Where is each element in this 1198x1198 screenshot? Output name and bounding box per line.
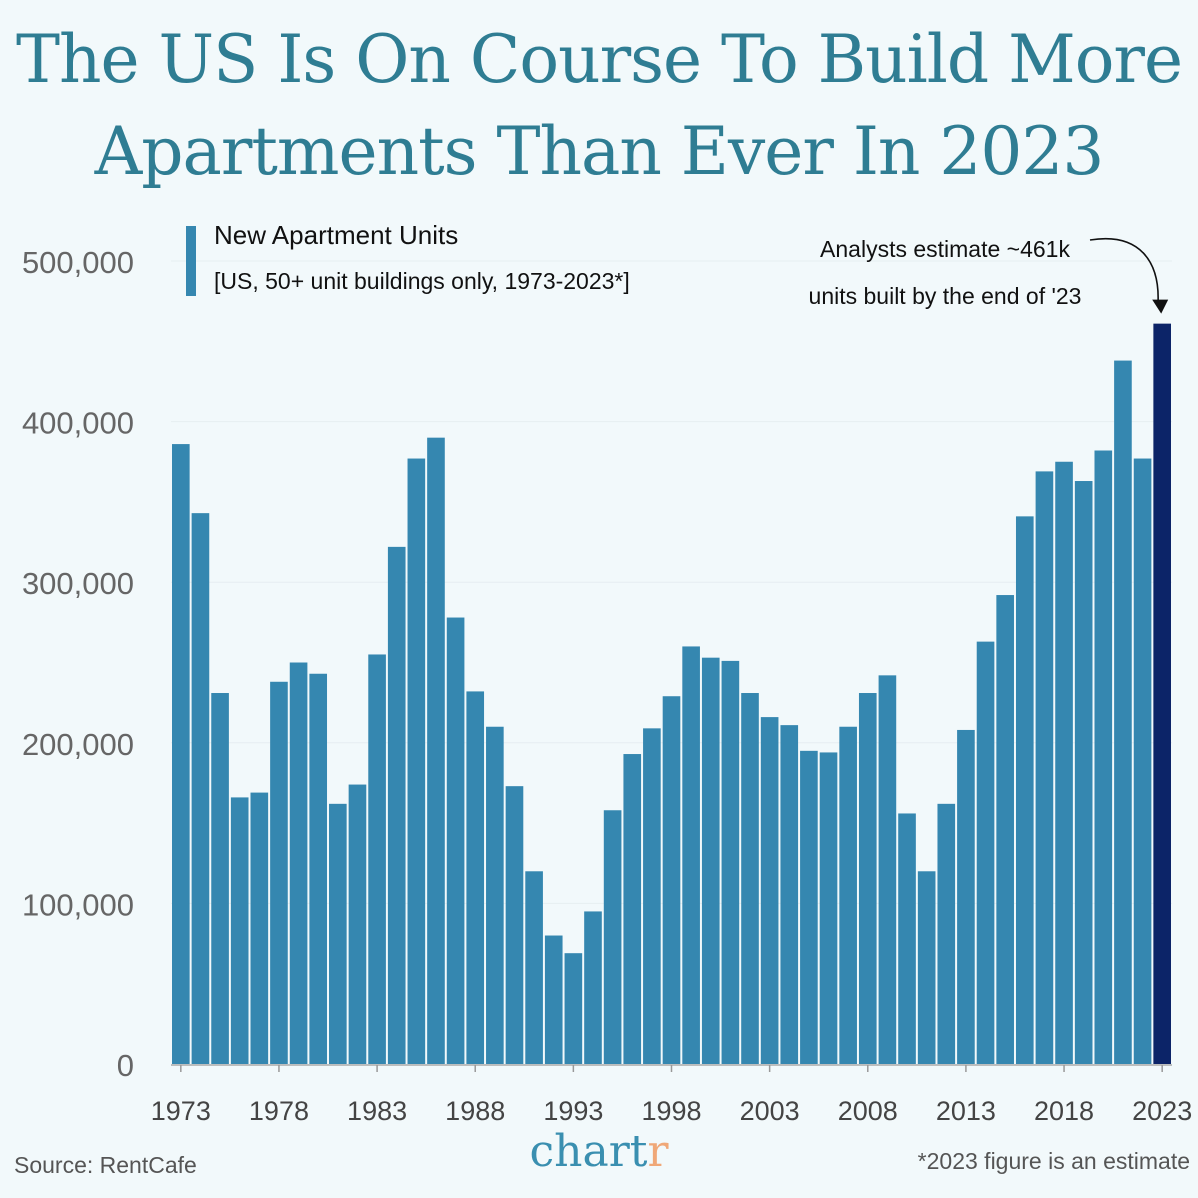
bar-2018 [1055, 461, 1073, 1064]
bar-1977 [250, 792, 269, 1064]
bar-1975 [211, 693, 229, 1064]
bar-1976 [230, 797, 249, 1064]
bars [172, 323, 1171, 1065]
title-line-2: Apartments Than Ever In 2023 [94, 113, 1105, 190]
bar-1992 [544, 935, 563, 1064]
legend-subtitle: [US, 50+ unit buildings only, 1973-2023*… [214, 268, 630, 294]
bar-1978 [270, 681, 288, 1064]
brand-logo: chartr [0, 1126, 1198, 1177]
bar-1993 [564, 953, 583, 1064]
annotation: Analysts estimate ~461k units built by t… [760, 226, 1130, 320]
x-tick-label: 1973 [151, 1096, 211, 1126]
bar-1989 [486, 726, 504, 1064]
bar-2020 [1094, 450, 1113, 1064]
bar-2023 [1153, 323, 1171, 1064]
bar-2021 [1114, 360, 1132, 1064]
bar-1973 [172, 444, 190, 1065]
x-tick-label: 1993 [543, 1096, 603, 1126]
y-tick-label: 300,000 [22, 566, 134, 601]
x-tick-label: 2023 [1132, 1096, 1192, 1126]
bar-1974 [191, 513, 210, 1064]
bar-2003 [760, 717, 779, 1064]
x-tick-label: 2003 [740, 1096, 800, 1126]
bar-1981 [329, 803, 347, 1064]
bar-2006 [819, 752, 838, 1064]
bar-1984 [387, 546, 406, 1064]
y-tick-label: 100,000 [22, 887, 134, 922]
bar-2007 [839, 726, 857, 1064]
bar-2002 [741, 693, 759, 1064]
brand-accent: r [647, 1126, 669, 1177]
bar-1982 [348, 784, 367, 1064]
bar-2019 [1074, 481, 1093, 1065]
bar-1994 [584, 911, 602, 1064]
footnote: *2023 figure is an estimate [917, 1148, 1190, 1174]
bar-1998 [662, 696, 681, 1064]
title-line-1: The US Is On Course To Build More [15, 21, 1183, 98]
bar-1983 [368, 654, 386, 1064]
legend-swatch [186, 226, 196, 296]
bar-1988 [466, 691, 485, 1064]
bar-2004 [780, 725, 799, 1064]
bar-1996 [623, 754, 642, 1064]
x-tick-label: 1978 [249, 1096, 309, 1126]
y-ticks: 0 100,000 200,000 300,000 400,000 500,000 [22, 245, 134, 1083]
annotation-arrowhead [1152, 299, 1169, 314]
bar-2012 [937, 803, 956, 1064]
legend-title: New Apartment Units [214, 220, 459, 250]
bar-2009 [878, 675, 897, 1064]
x-tick-label: 2018 [1034, 1096, 1094, 1126]
bar-2014 [976, 641, 995, 1064]
y-tick-label: 500,000 [22, 245, 134, 280]
bar-2000 [701, 657, 720, 1064]
bar-2011 [917, 871, 936, 1064]
bar-1985 [407, 458, 426, 1065]
bar-1991 [525, 871, 543, 1064]
bar-2017 [1035, 471, 1054, 1064]
bar-2010 [898, 813, 916, 1064]
bar-2015 [996, 595, 1014, 1064]
chart-title: The US Is On Course To Build More Apartm… [0, 14, 1198, 198]
bar-1986 [427, 437, 445, 1064]
bar-1995 [603, 810, 622, 1064]
annotation-line-1: Analysts estimate ~461k [820, 236, 1070, 262]
bar-1997 [643, 728, 661, 1064]
y-tick-label: 400,000 [22, 406, 134, 441]
source-note: Source: RentCafe [14, 1152, 197, 1178]
x-tick-label: 1988 [445, 1096, 505, 1126]
y-tick-label: 200,000 [22, 727, 134, 762]
bar-1980 [309, 673, 328, 1064]
bar-1999 [682, 646, 700, 1064]
y-tick-label: 0 [117, 1048, 134, 1083]
bar-2013 [957, 729, 975, 1064]
bar-2016 [1015, 516, 1034, 1064]
bar-2022 [1133, 458, 1152, 1065]
bar-1979 [289, 662, 308, 1064]
bar-2008 [858, 693, 877, 1064]
bar-2001 [721, 660, 740, 1064]
brand-main: chart [529, 1126, 648, 1177]
bar-1987 [446, 617, 465, 1064]
x-ticks: 1973 1978 1983 1988 1993 1998 2003 2008 2013 2018… [151, 1065, 1192, 1126]
bar-2005 [800, 750, 818, 1064]
bar-1990 [505, 786, 524, 1064]
annotation-line-2: units built by the end of '23 [808, 283, 1082, 309]
x-tick-label: 2008 [838, 1096, 898, 1126]
x-tick-label: 2013 [936, 1096, 996, 1126]
annotation-arrow [1089, 237, 1159, 304]
x-tick-label: 1998 [641, 1096, 701, 1126]
x-tick-label: 1983 [347, 1096, 407, 1126]
